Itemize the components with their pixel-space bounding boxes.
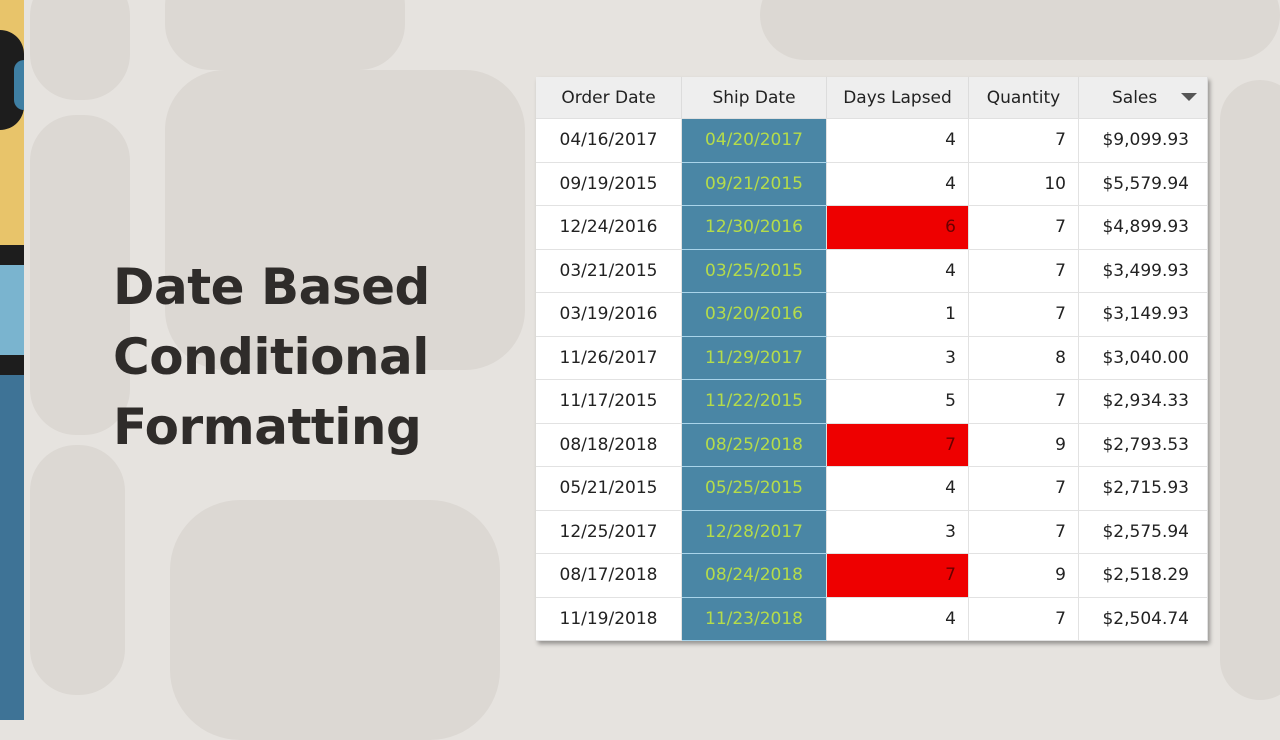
ship-date-cell: 08/24/2018 (681, 553, 827, 598)
table-row: 11/26/2017 11/29/2017 3 8 $3,040.00 (536, 336, 1208, 380)
ship-date-cell: 08/25/2018 (681, 423, 827, 467)
days-lapsed-cell: 1 (826, 292, 969, 337)
days-lapsed-cell: 4 (826, 118, 969, 163)
ship-date-cell: 12/30/2016 (681, 205, 827, 250)
background-shape (30, 0, 130, 100)
order-date-cell: 11/17/2015 (536, 379, 682, 424)
table-row: 11/17/2015 11/22/2015 5 7 $2,934.33 (536, 379, 1208, 424)
sales-table: Order Date Ship Date Days Lapsed Quantit… (536, 77, 1208, 641)
quantity-cell: 7 (968, 118, 1079, 163)
column-header-ship-date[interactable]: Ship Date (681, 77, 827, 119)
ship-date-cell: 03/20/2016 (681, 292, 827, 337)
sales-cell: $2,518.29 (1078, 553, 1208, 598)
order-date-cell: 11/26/2017 (536, 336, 682, 380)
sales-cell: $5,579.94 (1078, 162, 1208, 206)
quantity-cell: 7 (968, 379, 1079, 424)
quantity-cell: 7 (968, 292, 1079, 337)
order-date-cell: 03/19/2016 (536, 292, 682, 337)
order-date-cell: 04/16/2017 (536, 118, 682, 163)
table-row: 08/18/2018 08/25/2018 7 9 $2,793.53 (536, 423, 1208, 467)
days-lapsed-cell: 5 (826, 379, 969, 424)
column-header-days-lapsed[interactable]: Days Lapsed (826, 77, 969, 119)
order-date-cell: 09/19/2015 (536, 162, 682, 206)
order-date-cell: 11/19/2018 (536, 597, 682, 641)
background-shape (30, 115, 130, 435)
column-header-order-date[interactable]: Order Date (536, 77, 682, 119)
quantity-cell: 7 (968, 510, 1079, 554)
slide-title: Date Based Conditional Formatting (113, 252, 430, 462)
title-line: Conditional (113, 328, 429, 386)
sort-descending-icon[interactable] (1181, 93, 1197, 101)
days-lapsed-cell: 4 (826, 162, 969, 206)
quantity-cell: 7 (968, 466, 1079, 511)
table-row: 08/17/2018 08/24/2018 7 9 $2,518.29 (536, 553, 1208, 598)
background-shape (165, 0, 405, 70)
days-lapsed-cell: 7 (826, 553, 969, 598)
background-shape (760, 0, 1280, 60)
table-row: 12/24/2016 12/30/2016 6 7 $4,899.93 (536, 205, 1208, 250)
ship-date-cell: 11/23/2018 (681, 597, 827, 641)
days-lapsed-cell: 4 (826, 249, 969, 293)
ship-date-cell: 04/20/2017 (681, 118, 827, 163)
days-lapsed-cell: 4 (826, 466, 969, 511)
order-date-cell: 05/21/2015 (536, 466, 682, 511)
sales-cell: $2,715.93 (1078, 466, 1208, 511)
background-shape (170, 500, 500, 740)
quantity-cell: 8 (968, 336, 1079, 380)
sales-cell: $2,575.94 (1078, 510, 1208, 554)
table-row: 12/25/2017 12/28/2017 3 7 $2,575.94 (536, 510, 1208, 554)
background-shape (30, 445, 125, 695)
decorative-side-strip (0, 0, 24, 720)
table-row: 09/19/2015 09/21/2015 4 10 $5,579.94 (536, 162, 1208, 206)
column-header-quantity[interactable]: Quantity (968, 77, 1079, 119)
order-date-cell: 03/21/2015 (536, 249, 682, 293)
table-row: 05/21/2015 05/25/2015 4 7 $2,715.93 (536, 466, 1208, 511)
order-date-cell: 08/17/2018 (536, 553, 682, 598)
background-shape (1220, 80, 1280, 700)
sales-table-panel: Order Date Ship Date Days Lapsed Quantit… (536, 77, 1208, 641)
sales-cell: $3,040.00 (1078, 336, 1208, 380)
table-row: 03/19/2016 03/20/2016 1 7 $3,149.93 (536, 292, 1208, 337)
order-date-cell: 08/18/2018 (536, 423, 682, 467)
sales-cell: $2,504.74 (1078, 597, 1208, 641)
ship-date-cell: 03/25/2015 (681, 249, 827, 293)
days-lapsed-cell: 6 (826, 205, 969, 250)
quantity-cell: 7 (968, 597, 1079, 641)
background-shape (165, 70, 525, 370)
order-date-cell: 12/24/2016 (536, 205, 682, 250)
sales-cell: $3,149.93 (1078, 292, 1208, 337)
table-header-row: Order Date Ship Date Days Lapsed Quantit… (536, 77, 1208, 119)
title-line: Date Based (113, 258, 430, 316)
sales-cell: $4,899.93 (1078, 205, 1208, 250)
table-row: 11/19/2018 11/23/2018 4 7 $2,504.74 (536, 597, 1208, 641)
quantity-cell: 7 (968, 205, 1079, 250)
quantity-cell: 10 (968, 162, 1079, 206)
title-line: Formatting (113, 398, 422, 456)
ship-date-cell: 11/29/2017 (681, 336, 827, 380)
days-lapsed-cell: 3 (826, 336, 969, 380)
sales-cell: $2,934.33 (1078, 379, 1208, 424)
order-date-cell: 12/25/2017 (536, 510, 682, 554)
ship-date-cell: 12/28/2017 (681, 510, 827, 554)
sales-cell: $2,793.53 (1078, 423, 1208, 467)
table-row: 04/16/2017 04/20/2017 4 7 $9,099.93 (536, 118, 1208, 163)
days-lapsed-cell: 3 (826, 510, 969, 554)
ship-date-cell: 11/22/2015 (681, 379, 827, 424)
column-header-sales[interactable]: Sales (1078, 77, 1208, 119)
sales-cell: $3,499.93 (1078, 249, 1208, 293)
ship-date-cell: 09/21/2015 (681, 162, 827, 206)
table-row: 03/21/2015 03/25/2015 4 7 $3,499.93 (536, 249, 1208, 293)
days-lapsed-cell: 7 (826, 423, 969, 467)
days-lapsed-cell: 4 (826, 597, 969, 641)
ship-date-cell: 05/25/2015 (681, 466, 827, 511)
quantity-cell: 7 (968, 249, 1079, 293)
quantity-cell: 9 (968, 553, 1079, 598)
quantity-cell: 9 (968, 423, 1079, 467)
sales-cell: $9,099.93 (1078, 118, 1208, 163)
